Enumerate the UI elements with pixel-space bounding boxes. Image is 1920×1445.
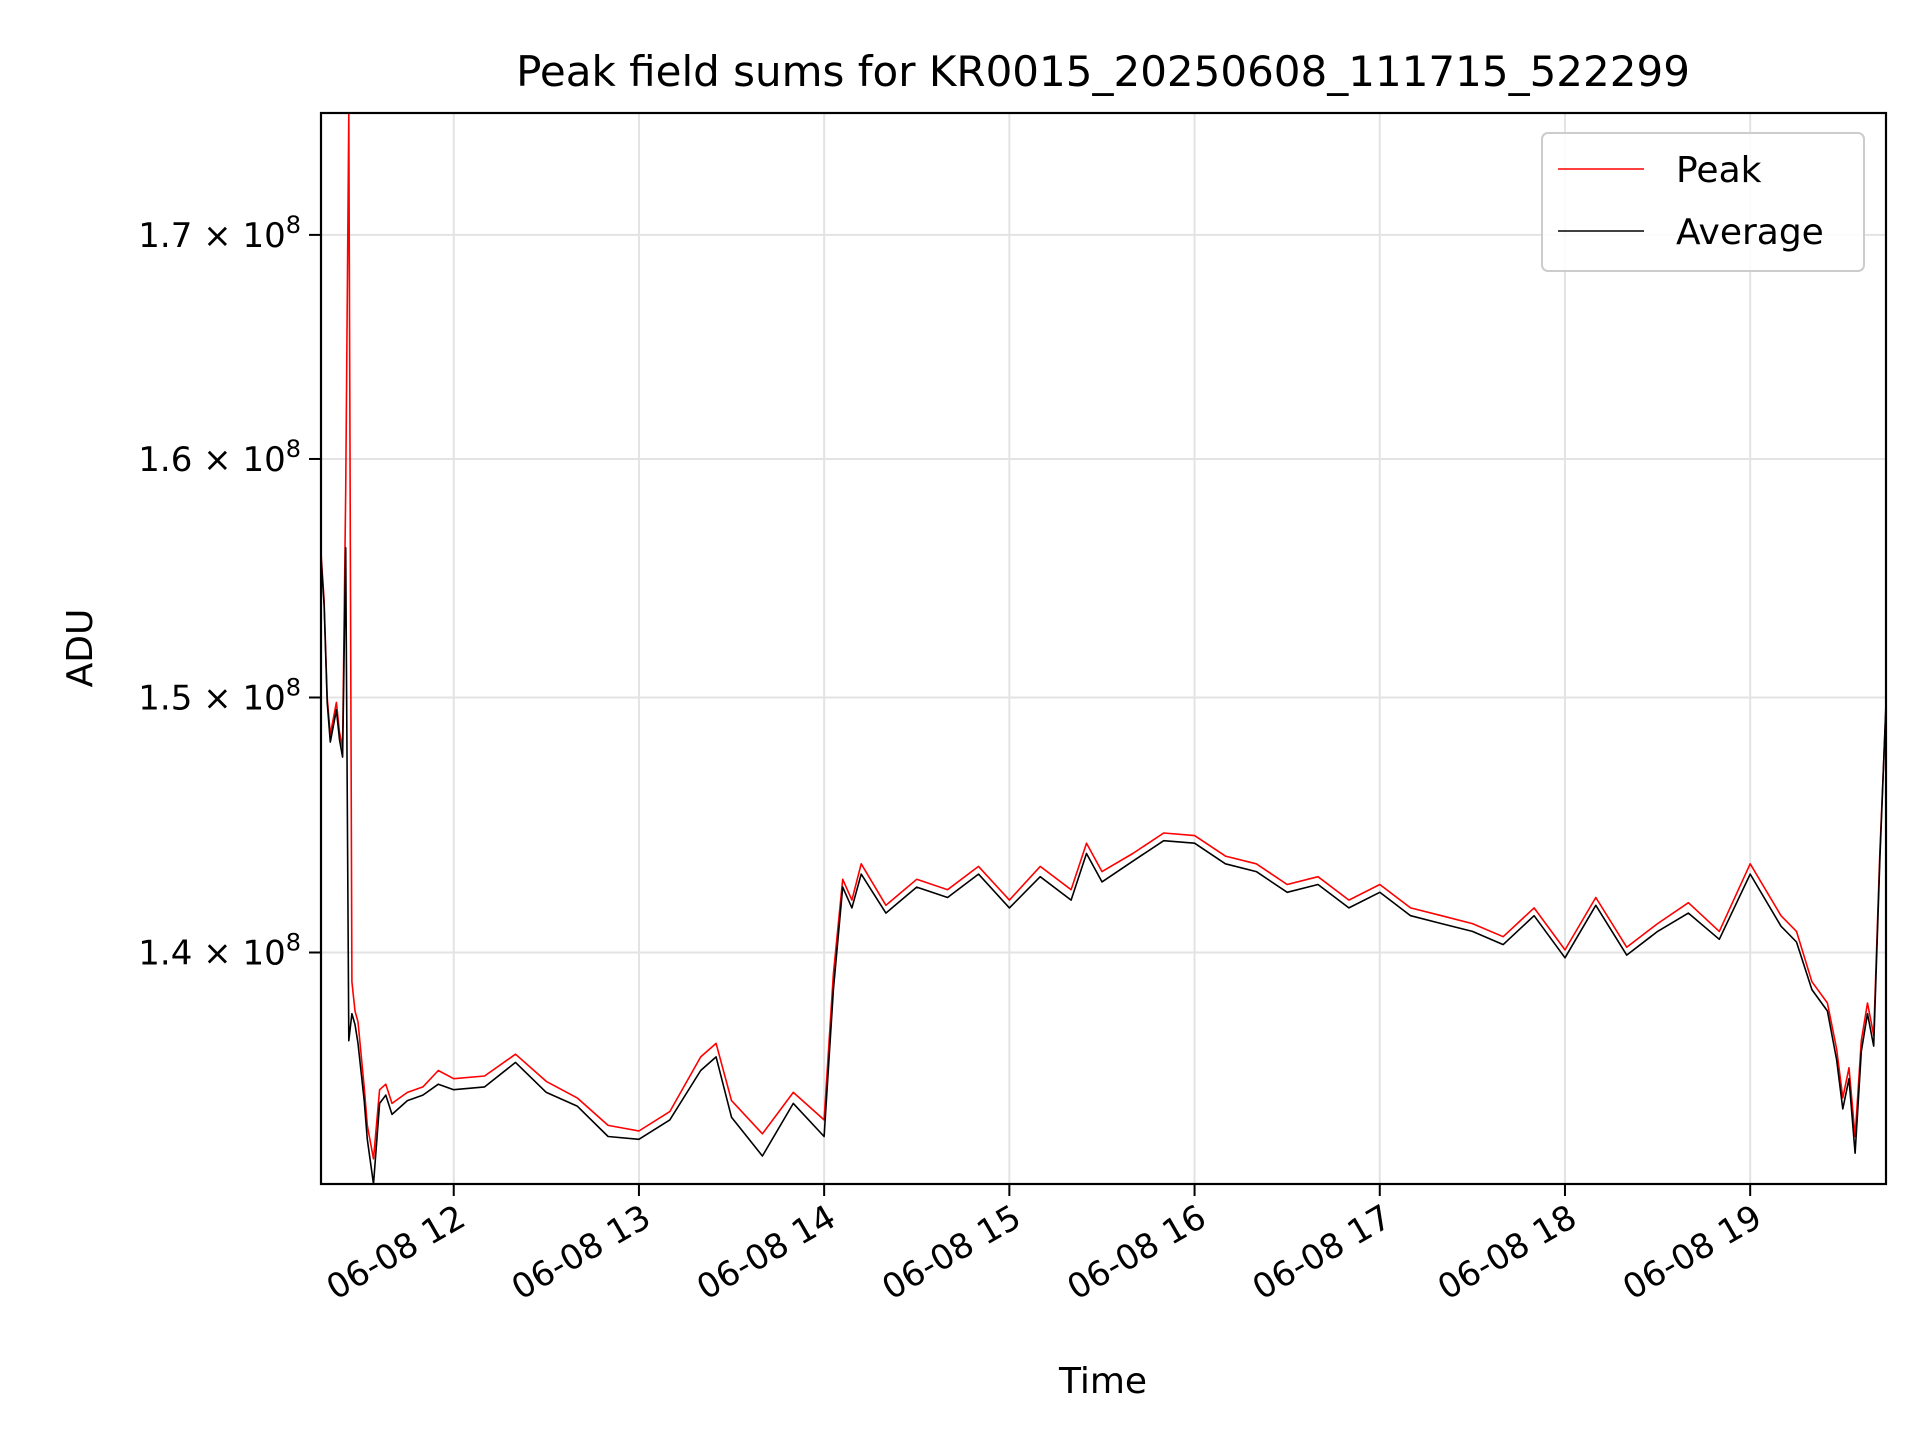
legend: Peak Average <box>1541 132 1865 272</box>
series-lines <box>321 113 1886 1184</box>
series-line-peak <box>321 113 1886 1160</box>
y-tick-label: 1.7 × 108 <box>138 211 301 256</box>
legend-box <box>1541 132 1865 272</box>
grid-lines <box>321 113 1886 1184</box>
chart-title: Peak field sums for KR0015_20250608_1117… <box>516 47 1690 96</box>
y-tick-label: 1.4 × 108 <box>138 928 301 973</box>
y-tick-label: 1.5 × 108 <box>138 673 301 718</box>
y-axis-ticks: 1.4 × 108 1.5 × 108 1.6 × 108 1.7 × 108 <box>138 211 321 973</box>
y-tick-label: 1.6 × 108 <box>138 435 301 480</box>
y-axis-label: ADU <box>60 609 101 688</box>
plot-frame <box>319 111 1888 1186</box>
legend-label-peak: Peak <box>1676 150 1762 191</box>
x-axis-label: Time <box>1058 1361 1147 1402</box>
legend-label-average: Average <box>1676 212 1824 253</box>
series-line-average <box>321 547 1886 1184</box>
